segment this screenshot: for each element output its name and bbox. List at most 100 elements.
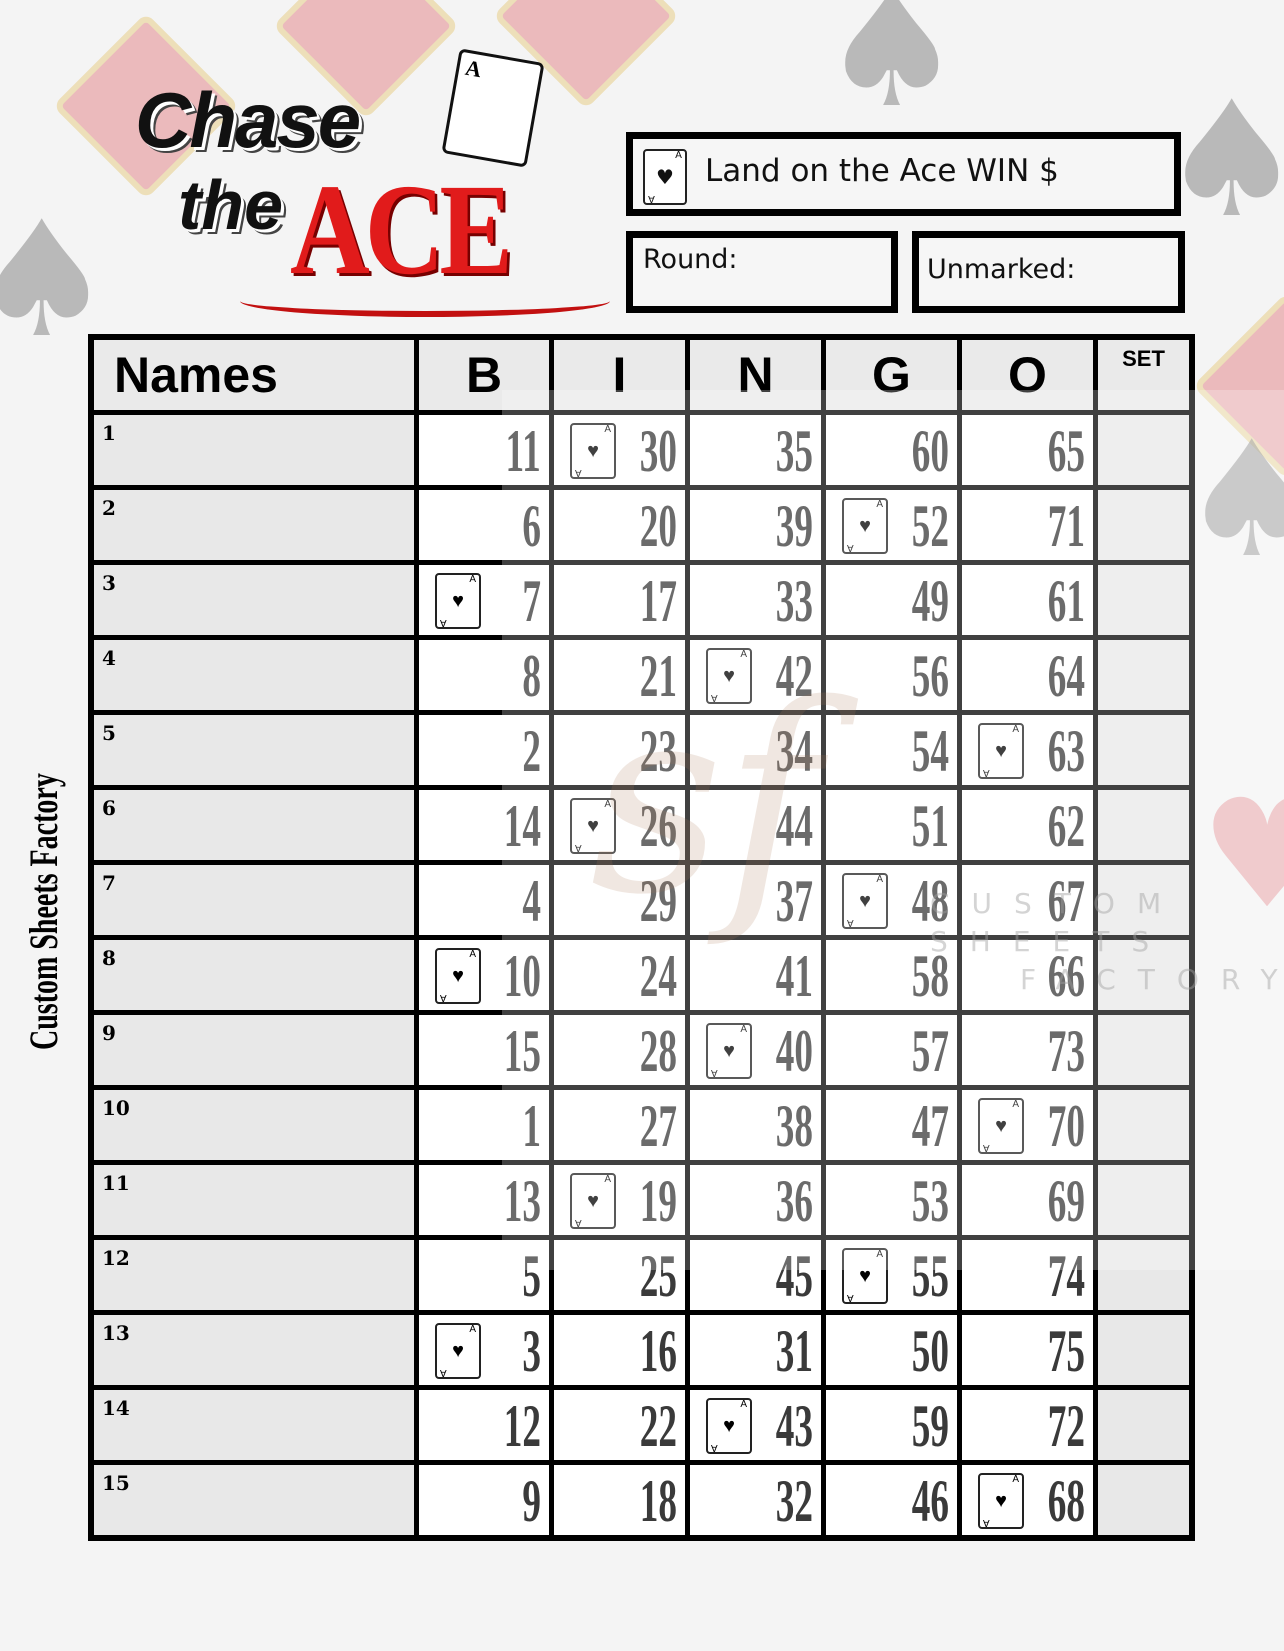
number-cell[interactable]: 9 — [419, 1465, 549, 1535]
number-cell[interactable]: 4 — [419, 865, 549, 935]
name-field-row-5[interactable]: 5 — [94, 715, 414, 785]
number-cell[interactable]: 14 — [419, 790, 549, 860]
number-cell[interactable]: 62 — [962, 790, 1093, 860]
name-field-row-9[interactable]: 9 — [94, 1015, 414, 1085]
number-cell[interactable]: 41 — [690, 940, 821, 1010]
number-cell[interactable]: 38 — [690, 1090, 821, 1160]
number-cell[interactable]: 6 — [419, 490, 549, 560]
number-cell[interactable]: 36 — [690, 1165, 821, 1235]
number-cell[interactable]: 64 — [962, 640, 1093, 710]
number-cell[interactable]: A ♥ A 19 — [554, 1165, 685, 1235]
number-cell[interactable]: 59 — [826, 1390, 957, 1460]
number-cell[interactable]: 66 — [962, 940, 1093, 1010]
number-cell[interactable]: 46 — [826, 1465, 957, 1535]
number-cell[interactable]: 17 — [554, 565, 685, 635]
name-field-row-13[interactable]: 13 — [94, 1315, 414, 1385]
number-cell[interactable]: A ♥ A 3 — [419, 1315, 549, 1385]
number-cell[interactable]: A ♥ A 43 — [690, 1390, 821, 1460]
set-cell[interactable] — [1098, 865, 1189, 935]
number-cell[interactable]: 61 — [962, 565, 1093, 635]
name-field-row-14[interactable]: 14 — [94, 1390, 414, 1460]
number-cell[interactable]: 71 — [962, 490, 1093, 560]
number-cell[interactable]: 75 — [962, 1315, 1093, 1385]
set-cell[interactable] — [1098, 790, 1189, 860]
number-cell[interactable]: 44 — [690, 790, 821, 860]
number-cell[interactable]: 25 — [554, 1240, 685, 1310]
number-cell[interactable]: 60 — [826, 415, 957, 485]
name-field-row-10[interactable]: 10 — [94, 1090, 414, 1160]
number-cell[interactable]: A ♥ A 10 — [419, 940, 549, 1010]
number-cell[interactable]: 2 — [419, 715, 549, 785]
number-cell[interactable]: 15 — [419, 1015, 549, 1085]
number-cell[interactable]: 45 — [690, 1240, 821, 1310]
number-cell[interactable]: 50 — [826, 1315, 957, 1385]
number-cell[interactable]: 20 — [554, 490, 685, 560]
set-cell[interactable] — [1098, 415, 1189, 485]
set-cell[interactable] — [1098, 1240, 1189, 1310]
number-cell[interactable]: 32 — [690, 1465, 821, 1535]
number-cell[interactable]: 16 — [554, 1315, 685, 1385]
number-cell[interactable]: 56 — [826, 640, 957, 710]
number-cell[interactable]: 27 — [554, 1090, 685, 1160]
number-cell[interactable]: A ♥ A 55 — [826, 1240, 957, 1310]
set-cell[interactable] — [1098, 1465, 1189, 1535]
set-cell[interactable] — [1098, 565, 1189, 635]
name-field-row-11[interactable]: 11 — [94, 1165, 414, 1235]
set-cell[interactable] — [1098, 490, 1189, 560]
number-cell[interactable]: 21 — [554, 640, 685, 710]
number-cell[interactable]: 58 — [826, 940, 957, 1010]
number-cell[interactable]: 37 — [690, 865, 821, 935]
set-cell[interactable] — [1098, 1165, 1189, 1235]
number-cell[interactable]: 67 — [962, 865, 1093, 935]
number-cell[interactable]: 54 — [826, 715, 957, 785]
number-cell[interactable]: A ♥ A 63 — [962, 715, 1093, 785]
unmarked-box[interactable]: Unmarked: — [912, 231, 1185, 313]
number-cell[interactable]: A ♥ A 68 — [962, 1465, 1093, 1535]
number-cell[interactable]: 5 — [419, 1240, 549, 1310]
number-cell[interactable]: 8 — [419, 640, 549, 710]
set-cell[interactable] — [1098, 640, 1189, 710]
number-cell[interactable]: 39 — [690, 490, 821, 560]
number-cell[interactable]: 28 — [554, 1015, 685, 1085]
number-cell[interactable]: 49 — [826, 565, 957, 635]
number-cell[interactable]: A ♥ A 26 — [554, 790, 685, 860]
number-cell[interactable]: A ♥ A 7 — [419, 565, 549, 635]
number-cell[interactable]: 72 — [962, 1390, 1093, 1460]
name-field-row-15[interactable]: 15 — [94, 1465, 414, 1535]
number-cell[interactable]: 74 — [962, 1240, 1093, 1310]
number-cell[interactable]: 1 — [419, 1090, 549, 1160]
set-cell[interactable] — [1098, 1390, 1189, 1460]
number-cell[interactable]: 51 — [826, 790, 957, 860]
number-cell[interactable]: 69 — [962, 1165, 1093, 1235]
set-cell[interactable] — [1098, 715, 1189, 785]
number-cell[interactable]: 65 — [962, 415, 1093, 485]
number-cell[interactable]: A ♥ A 52 — [826, 490, 957, 560]
number-cell[interactable]: A ♥ A 30 — [554, 415, 685, 485]
number-cell[interactable]: 57 — [826, 1015, 957, 1085]
number-cell[interactable]: 23 — [554, 715, 685, 785]
number-cell[interactable]: 34 — [690, 715, 821, 785]
number-cell[interactable]: 31 — [690, 1315, 821, 1385]
number-cell[interactable]: A ♥ A 70 — [962, 1090, 1093, 1160]
name-field-row-1[interactable]: 1 — [94, 415, 414, 485]
number-cell[interactable]: 12 — [419, 1390, 549, 1460]
name-field-row-3[interactable]: 3 — [94, 565, 414, 635]
name-field-row-6[interactable]: 6 — [94, 790, 414, 860]
number-cell[interactable]: 18 — [554, 1465, 685, 1535]
round-box[interactable]: Round: — [626, 231, 898, 313]
name-field-row-7[interactable]: 7 — [94, 865, 414, 935]
set-cell[interactable] — [1098, 1015, 1189, 1085]
number-cell[interactable]: 47 — [826, 1090, 957, 1160]
number-cell[interactable]: 73 — [962, 1015, 1093, 1085]
number-cell[interactable]: A ♥ A 42 — [690, 640, 821, 710]
number-cell[interactable]: 13 — [419, 1165, 549, 1235]
number-cell[interactable]: A ♥ A 40 — [690, 1015, 821, 1085]
number-cell[interactable]: 22 — [554, 1390, 685, 1460]
name-field-row-2[interactable]: 2 — [94, 490, 414, 560]
set-cell[interactable] — [1098, 940, 1189, 1010]
number-cell[interactable]: 11 — [419, 415, 549, 485]
name-field-row-12[interactable]: 12 — [94, 1240, 414, 1310]
set-cell[interactable] — [1098, 1090, 1189, 1160]
number-cell[interactable]: 24 — [554, 940, 685, 1010]
number-cell[interactable]: A ♥ A 48 — [826, 865, 957, 935]
